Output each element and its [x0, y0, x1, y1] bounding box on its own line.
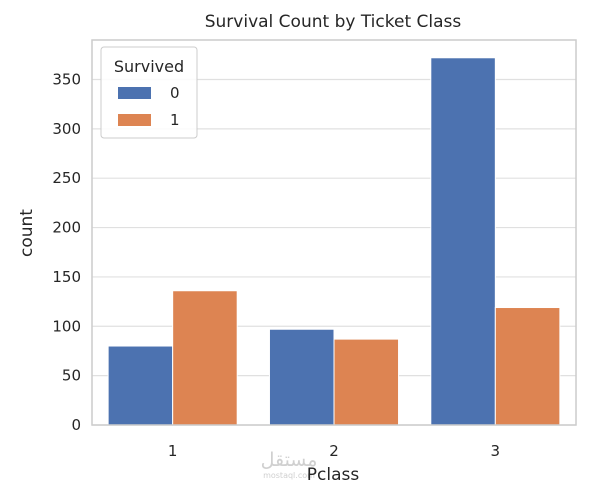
- legend-label-1: 1: [170, 111, 180, 129]
- watermark-domain: mostaql.com: [263, 471, 315, 480]
- legend-title: Survived: [114, 57, 184, 76]
- legend-swatch-0: [118, 87, 151, 99]
- legend-swatch-1: [118, 114, 151, 126]
- bar-class-3-survived-0: [430, 57, 496, 426]
- legend-label-0: 0: [170, 84, 180, 102]
- legend: Survived 0 1: [100, 46, 198, 139]
- y-tick-label: 300: [52, 120, 81, 138]
- bar-class-1-survived-1: [172, 290, 238, 426]
- y-tick-label: 250: [52, 169, 81, 187]
- chart-title: Survival Count by Ticket Class: [205, 12, 462, 32]
- x-tick-label: 1: [168, 442, 178, 460]
- y-tick-label: 150: [52, 268, 81, 286]
- bars: [107, 57, 561, 426]
- y-tick-label: 50: [62, 367, 81, 385]
- bar-class-2-survived-0: [268, 328, 335, 426]
- y-tick-label: 100: [52, 317, 81, 335]
- y-axis-ticks: 0 50 100 150 200 250 300 350: [52, 70, 81, 434]
- bar-class-3-survived-1: [494, 307, 561, 426]
- x-axis-label: Pclass: [307, 465, 360, 485]
- y-tick-label: 0: [71, 416, 81, 434]
- bar-class-2-survived-1: [333, 338, 400, 426]
- plot-frame: [91, 39, 577, 426]
- watermark-logo: مستقل: [261, 449, 318, 471]
- bar-class-1-survived-0: [107, 345, 174, 426]
- x-tick-label: 3: [491, 442, 501, 460]
- y-tick-label: 350: [52, 70, 81, 88]
- x-tick-label: 2: [329, 442, 339, 460]
- y-axis-label: count: [17, 209, 37, 257]
- plot-area: [91, 39, 577, 426]
- y-tick-label: 200: [52, 219, 81, 237]
- x-axis-ticks: 1 2 3: [168, 442, 500, 460]
- watermark: مستقل mostaql.com: [261, 449, 318, 480]
